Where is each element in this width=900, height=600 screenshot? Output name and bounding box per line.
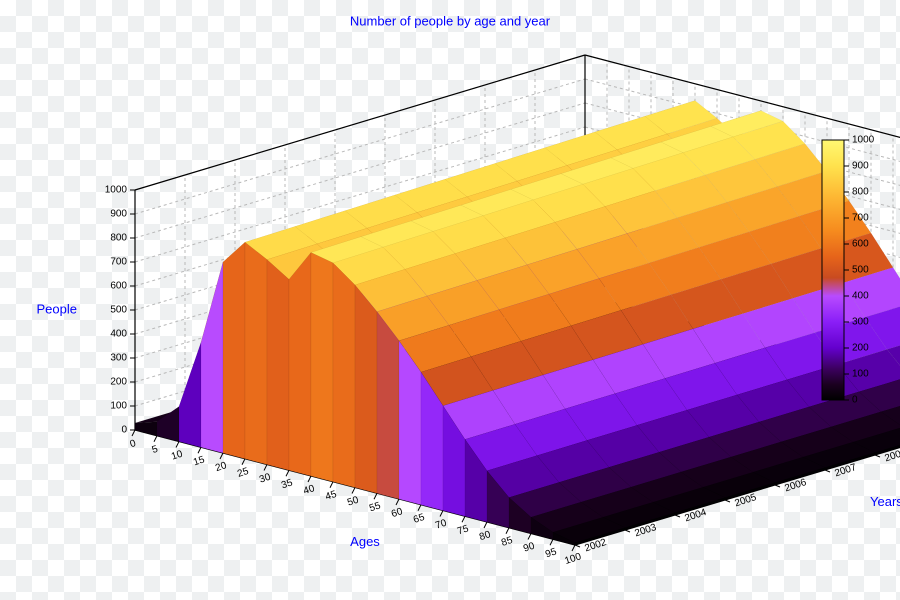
colorbar-tick: 900: [852, 161, 869, 172]
tick-label: 45: [324, 489, 338, 503]
tick-label: 60: [390, 506, 404, 520]
tick-label: 500: [110, 305, 127, 316]
tick-label: 200: [110, 377, 127, 388]
tick-label: 70: [434, 518, 448, 532]
tick-label: 300: [110, 353, 127, 364]
tick-label: 0: [121, 425, 127, 436]
x-axis-label: Ages: [350, 534, 380, 549]
tick-label: 800: [110, 233, 127, 244]
colorbar-tick: 1000: [852, 135, 875, 146]
chart-title: Number of people by age and year: [350, 13, 551, 28]
colorbar-tick: 700: [852, 213, 869, 224]
colorbar-tick: 800: [852, 187, 869, 198]
tick-label: 80: [478, 529, 492, 543]
surface-plot: 0100200300400500600700800900100005101520…: [0, 0, 900, 600]
tick-label: 0: [129, 438, 138, 450]
colorbar-tick: 200: [852, 343, 869, 354]
colorbar-tick: 100: [852, 369, 869, 380]
z-axis-label: People: [37, 301, 77, 316]
tick-label: 35: [280, 477, 294, 491]
tick-label: 100: [563, 551, 583, 567]
tick-label: 100: [110, 401, 127, 412]
tick-label: 1000: [105, 185, 128, 196]
colorbar-tick: 500: [852, 265, 869, 276]
y-axis-label: Years: [870, 494, 900, 509]
tick-label: 25: [236, 466, 250, 480]
colorbar-tick: 400: [852, 291, 869, 302]
tick-label: 50: [346, 495, 360, 509]
tick-label: 20: [214, 460, 228, 474]
tick-label: 75: [456, 523, 470, 537]
tick-label: 65: [412, 512, 426, 526]
tick-label: 15: [192, 454, 206, 468]
tick-label: 30: [258, 472, 272, 486]
colorbar-tick: 300: [852, 317, 869, 328]
tick-label: 5: [151, 444, 160, 456]
tick-label: 10: [170, 449, 184, 463]
tick-label: 55: [368, 500, 382, 514]
tick-label: 400: [110, 329, 127, 340]
tick-label: 95: [544, 546, 558, 560]
colorbar-tick: 600: [852, 239, 869, 250]
tick-label: 700: [110, 257, 127, 268]
tick-label: 40: [302, 483, 316, 497]
colorbar: [822, 140, 844, 400]
tick-label: 85: [500, 535, 514, 549]
colorbar-tick: 0: [852, 395, 858, 406]
tick-label: 600: [110, 281, 127, 292]
tick-label: 90: [522, 541, 536, 555]
tick-label: 900: [110, 209, 127, 220]
